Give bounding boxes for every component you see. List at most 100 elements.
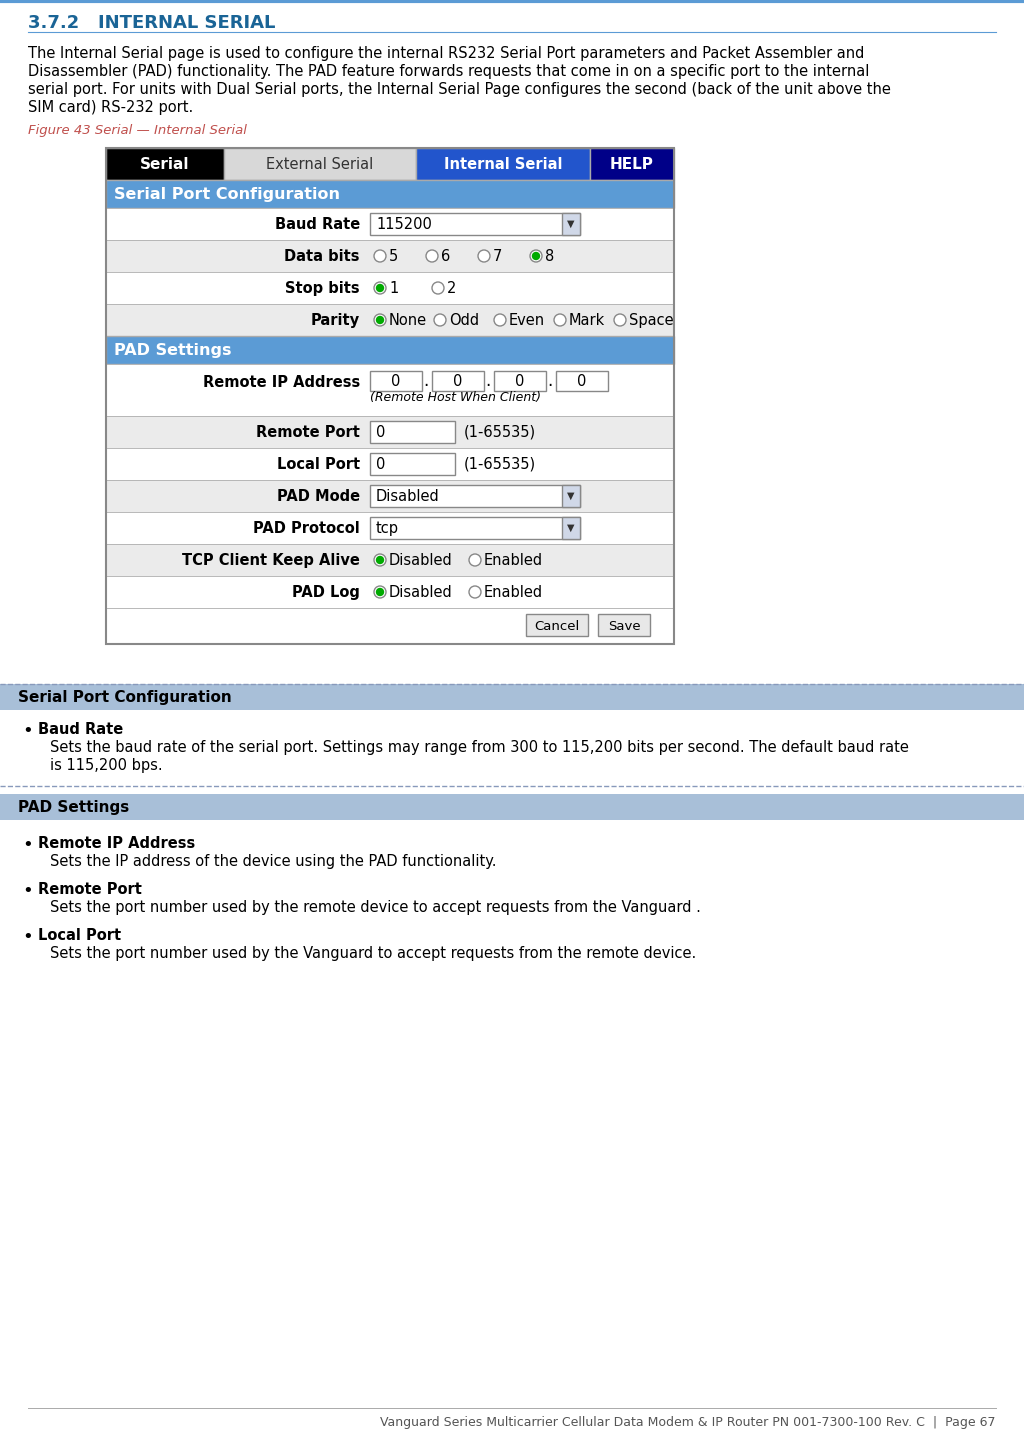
Bar xyxy=(0,684,1024,709)
Text: 0: 0 xyxy=(376,424,385,440)
Text: Vanguard Series Multicarrier Cellular Data Modem & IP Router PN 001-7300-100 Rev: Vanguard Series Multicarrier Cellular Da… xyxy=(381,1416,996,1429)
Text: Serial: Serial xyxy=(140,156,189,172)
Bar xyxy=(416,148,590,181)
Text: Baud Rate: Baud Rate xyxy=(38,722,123,737)
Text: 6: 6 xyxy=(441,248,451,264)
Text: PAD Log: PAD Log xyxy=(292,585,360,599)
Text: Remote IP Address: Remote IP Address xyxy=(38,835,196,851)
Text: Sets the baud rate of the serial port. Settings may range from 300 to 115,200 bi: Sets the baud rate of the serial port. S… xyxy=(50,739,909,755)
Text: Enabled: Enabled xyxy=(484,553,543,567)
Text: 2: 2 xyxy=(447,281,457,295)
Text: Local Port: Local Port xyxy=(38,929,121,943)
Text: TCP Client Keep Alive: TCP Client Keep Alive xyxy=(182,553,360,567)
Text: Sets the IP address of the device using the PAD functionality.: Sets the IP address of the device using … xyxy=(50,854,497,868)
Circle shape xyxy=(377,285,384,291)
Circle shape xyxy=(426,249,438,262)
Text: Serial Port Configuration: Serial Port Configuration xyxy=(114,186,340,202)
Text: PAD Protocol: PAD Protocol xyxy=(253,520,360,536)
Text: PAD Settings: PAD Settings xyxy=(114,342,231,357)
Text: 0: 0 xyxy=(578,374,587,388)
Bar xyxy=(106,272,674,304)
Text: .: . xyxy=(423,373,429,390)
Bar xyxy=(106,335,674,364)
Bar xyxy=(106,364,674,416)
Circle shape xyxy=(469,586,481,598)
Text: Disabled: Disabled xyxy=(376,489,439,503)
Text: Stop bits: Stop bits xyxy=(286,281,360,295)
Bar xyxy=(106,545,674,576)
Circle shape xyxy=(494,314,506,325)
Text: •: • xyxy=(22,722,33,739)
Bar xyxy=(106,512,674,545)
Text: 0: 0 xyxy=(515,374,524,388)
Bar xyxy=(562,517,580,539)
Text: Baud Rate: Baud Rate xyxy=(274,216,360,232)
Text: SIM card) RS-232 port.: SIM card) RS-232 port. xyxy=(28,100,194,115)
Text: Save: Save xyxy=(607,619,640,632)
Text: Remote IP Address: Remote IP Address xyxy=(203,374,360,390)
Text: ▼: ▼ xyxy=(567,523,574,533)
Text: Disabled: Disabled xyxy=(389,553,453,567)
Bar xyxy=(556,371,608,391)
Bar xyxy=(106,208,674,239)
Text: 5: 5 xyxy=(389,248,398,264)
Text: •: • xyxy=(22,881,33,900)
Text: is 115,200 bps.: is 115,200 bps. xyxy=(50,758,163,772)
Bar xyxy=(370,214,580,235)
Text: •: • xyxy=(22,929,33,946)
Text: Serial Port Configuration: Serial Port Configuration xyxy=(18,689,231,705)
Circle shape xyxy=(374,555,386,566)
Text: PAD Settings: PAD Settings xyxy=(18,800,129,814)
Bar xyxy=(106,148,224,181)
Bar xyxy=(224,148,416,181)
Text: 0: 0 xyxy=(391,374,400,388)
Text: Odd: Odd xyxy=(449,312,479,328)
Text: serial port. For units with Dual Serial ports, the Internal Serial Page configur: serial port. For units with Dual Serial … xyxy=(28,82,891,97)
Circle shape xyxy=(614,314,626,325)
Circle shape xyxy=(374,282,386,294)
Text: 0: 0 xyxy=(376,457,385,471)
Text: Parity: Parity xyxy=(311,312,360,328)
Bar xyxy=(106,449,674,480)
Text: HELP: HELP xyxy=(610,156,654,172)
Bar xyxy=(106,608,674,643)
Text: (1-65535): (1-65535) xyxy=(464,424,537,440)
Text: Space: Space xyxy=(629,312,674,328)
Bar xyxy=(106,239,674,272)
Circle shape xyxy=(377,589,384,596)
Bar xyxy=(432,371,484,391)
Text: (1-65535): (1-65535) xyxy=(464,457,537,471)
Text: Sets the port number used by the remote device to accept requests from the Vangu: Sets the port number used by the remote … xyxy=(50,900,700,916)
Text: Remote Port: Remote Port xyxy=(256,424,360,440)
Text: tcp: tcp xyxy=(376,520,399,536)
Bar xyxy=(370,453,455,474)
Text: ▼: ▼ xyxy=(567,492,574,502)
Bar xyxy=(0,794,1024,820)
Text: (Remote Host When Client): (Remote Host When Client) xyxy=(370,391,541,404)
Bar xyxy=(370,484,580,507)
Text: 7: 7 xyxy=(493,248,503,264)
Circle shape xyxy=(554,314,566,325)
Circle shape xyxy=(377,317,384,324)
Bar xyxy=(562,214,580,235)
Bar xyxy=(494,371,546,391)
Text: The Internal Serial page is used to configure the internal RS232 Serial Port par: The Internal Serial page is used to conf… xyxy=(28,46,864,62)
Text: Disassembler (PAD) functionality. The PAD feature forwards requests that come in: Disassembler (PAD) functionality. The PA… xyxy=(28,64,869,79)
Circle shape xyxy=(478,249,490,262)
Circle shape xyxy=(374,249,386,262)
Text: Even: Even xyxy=(509,312,545,328)
Text: .: . xyxy=(485,373,490,390)
Bar xyxy=(562,484,580,507)
Text: ▼: ▼ xyxy=(567,219,574,229)
Text: 0: 0 xyxy=(454,374,463,388)
Circle shape xyxy=(374,586,386,598)
Circle shape xyxy=(432,282,444,294)
Bar xyxy=(106,304,674,335)
Circle shape xyxy=(377,556,384,563)
Text: PAD Mode: PAD Mode xyxy=(276,489,360,503)
Text: •: • xyxy=(22,835,33,854)
Text: External Serial: External Serial xyxy=(266,156,374,172)
Text: Data bits: Data bits xyxy=(285,248,360,264)
Bar xyxy=(370,517,580,539)
Circle shape xyxy=(469,555,481,566)
